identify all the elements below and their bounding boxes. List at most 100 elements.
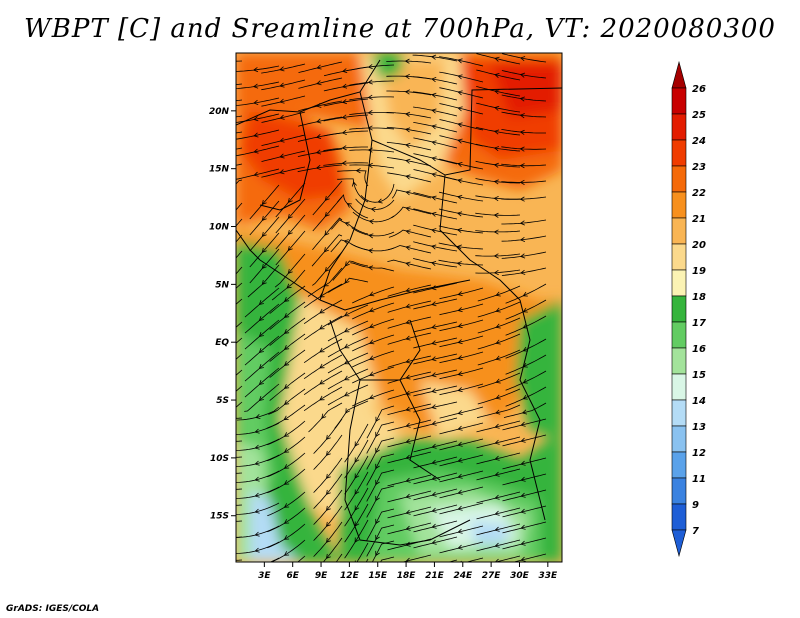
streamline (475, 143, 521, 152)
streamline-arrow (351, 181, 357, 187)
streamline (236, 536, 243, 538)
streamline (236, 113, 280, 123)
colorbar-label: 25 (692, 110, 706, 121)
streamline (413, 208, 458, 220)
streamline-arrow (346, 203, 352, 208)
streamline-arrow (258, 300, 264, 306)
streamline (505, 386, 547, 407)
colorbar-swatch (671, 139, 687, 167)
colorbar-swatch (671, 60, 687, 89)
streamline (413, 504, 458, 517)
streamline (387, 371, 432, 384)
lat-tick-label: 15S (210, 512, 229, 522)
streamline (349, 127, 395, 130)
streamline (439, 287, 484, 300)
streamline (387, 172, 432, 183)
streamline (439, 422, 484, 435)
streamline-arrow (456, 261, 462, 267)
colorbar-swatch (671, 243, 687, 271)
streamline-arrow (457, 473, 463, 479)
streamline (236, 417, 243, 419)
streamline (355, 198, 395, 210)
streamline-arrow (217, 438, 221, 442)
streamline-arrow (519, 236, 526, 242)
streamline-arrow (495, 307, 501, 313)
streamline (412, 76, 458, 85)
streamline (439, 191, 484, 202)
streamline-arrow (319, 363, 325, 369)
streamline-arrow (367, 248, 374, 254)
colorbar-swatch (671, 399, 687, 427)
streamline (387, 300, 432, 313)
streamline (313, 434, 343, 470)
colorbar-label: 16 (692, 344, 706, 355)
lon-tick-label: 27E (482, 571, 502, 581)
streamline (439, 158, 484, 170)
colorbar-label: 15 (692, 370, 706, 381)
streamline-arrow (494, 558, 499, 562)
streamline-arrow (258, 396, 264, 402)
streamline-arrow (253, 116, 259, 122)
streamline (337, 178, 369, 203)
streamline (501, 267, 547, 276)
lon-tick-label: 21E (425, 571, 445, 581)
streamline-arrow (520, 421, 526, 427)
colorbar-swatch (671, 503, 687, 531)
streamline-arrow (283, 361, 290, 366)
streamline-arrow (375, 416, 381, 423)
streamline-arrow (324, 211, 330, 218)
streamline (413, 153, 458, 165)
streamline (352, 366, 395, 384)
streamline (313, 521, 343, 557)
streamline (323, 98, 369, 107)
streamline-arrow (375, 463, 380, 470)
streamline-arrow (456, 227, 463, 233)
streamline (236, 438, 280, 451)
streamline (313, 489, 343, 525)
streamline (505, 338, 547, 359)
streamline (244, 319, 280, 350)
streamline (352, 286, 395, 304)
streamline-arrow (405, 142, 411, 149)
streamline (439, 56, 484, 67)
colorbar-swatch (671, 373, 687, 401)
streamline (236, 470, 280, 483)
streamline (439, 119, 484, 131)
streamline-arrow (493, 105, 500, 111)
streamline (412, 54, 458, 62)
streamline-arrow (404, 58, 410, 64)
streamline-arrow (404, 89, 410, 95)
streamline-arrow (493, 196, 499, 202)
streamline-arrow (520, 540, 526, 546)
streamline (371, 540, 395, 562)
streamline-arrow (287, 213, 293, 220)
streamline-arrow (341, 68, 348, 74)
streamline (349, 80, 394, 86)
streamline (244, 287, 280, 318)
streamline (236, 541, 280, 554)
streamline (323, 130, 369, 137)
streamline (366, 508, 395, 541)
streamline-arrow (368, 219, 375, 225)
streamline-arrow (522, 323, 528, 329)
streamline-arrow (375, 550, 380, 557)
streamline (249, 184, 280, 220)
streamline-arrow (520, 437, 526, 443)
streamline-arrow (343, 239, 349, 245)
streamline-arrow (456, 211, 463, 217)
streamline-arrow (287, 229, 293, 236)
streamline-arrow (520, 556, 526, 562)
streamline (336, 194, 369, 219)
colorbar-swatch (671, 425, 687, 453)
streamline-arrow (319, 308, 325, 314)
streamline (313, 457, 343, 493)
streamline (386, 126, 432, 135)
lat-tick-label: 5S (216, 396, 229, 406)
streamline-arrow (457, 162, 463, 167)
streamline-arrow (369, 355, 375, 361)
streamline (327, 277, 369, 293)
streamline-arrow (254, 428, 260, 434)
streamline (387, 490, 432, 503)
streamline-arrow (495, 339, 501, 345)
